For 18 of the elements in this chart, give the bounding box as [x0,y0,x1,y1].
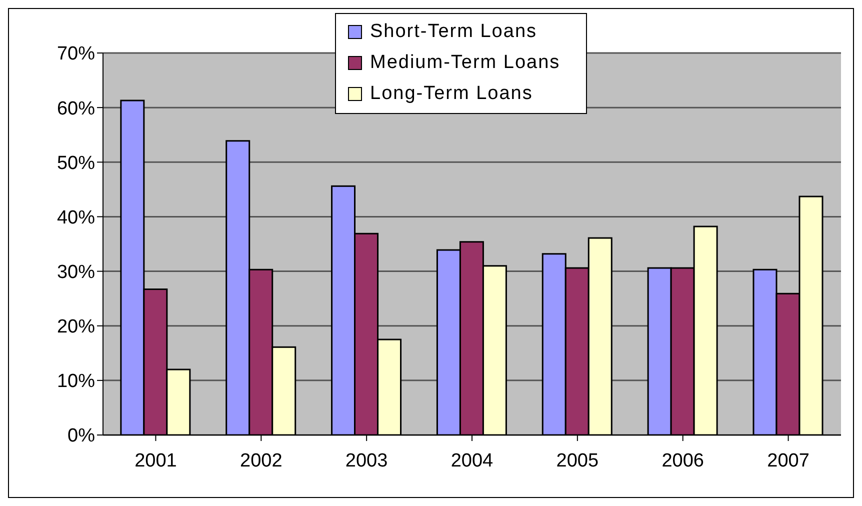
x-tick-label: 2001 [134,450,177,472]
x-tick-label: 2005 [556,450,599,472]
y-tick-label: 40% [56,207,96,228]
legend-label: Long-Term Loans [370,82,533,104]
x-tick-label: 2006 [662,450,704,472]
y-tick-label: 70% [56,44,96,65]
legend-label: Medium-Term Loans [370,52,560,74]
y-tick-label: 0% [68,426,96,447]
x-tick-label: 2002 [240,450,282,472]
x-tick-label: 2007 [767,450,810,472]
y-tick-label: 10% [56,371,96,392]
x-tick-label: 2004 [450,450,494,472]
y-tick-label: 20% [56,316,96,338]
x-tick-label: 2003 [345,450,388,472]
y-tick-label: 60% [56,98,96,120]
legend-label: Short-Term Loans [370,20,538,42]
y-tick-label: 30% [56,262,96,284]
y-tick-label: 50% [56,152,96,174]
